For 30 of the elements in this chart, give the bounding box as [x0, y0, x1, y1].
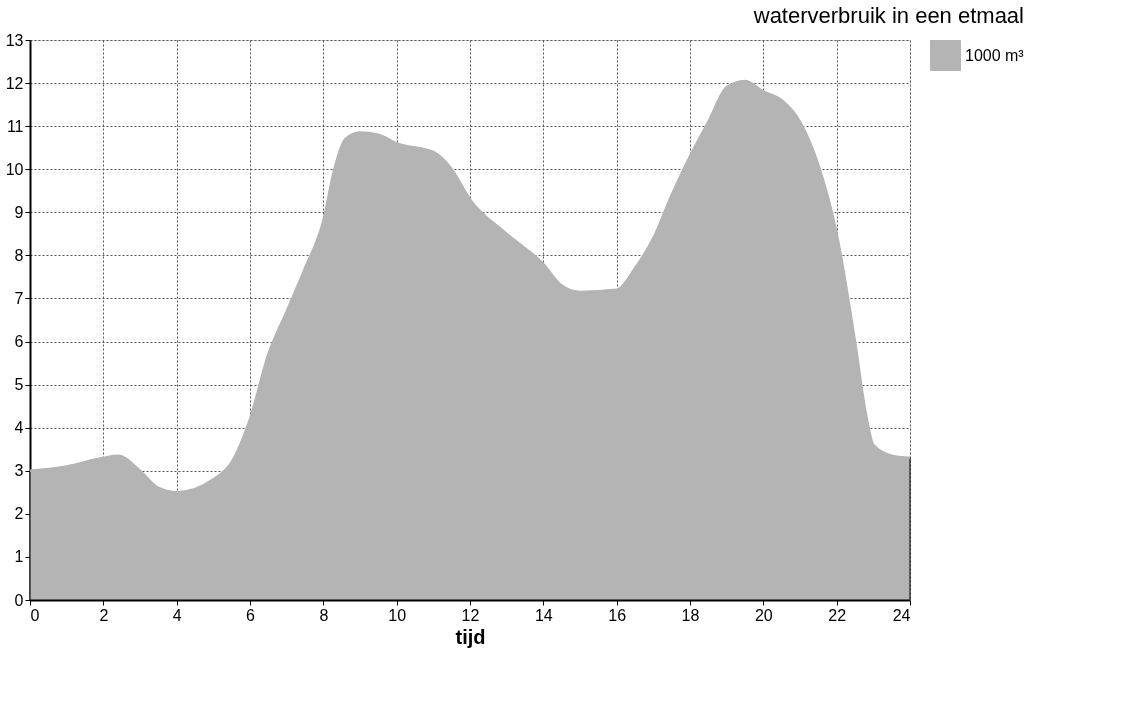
legend-label: 1000 m³: [965, 46, 1025, 64]
y-tick-label: 3: [14, 462, 24, 480]
x-tick-label: 12: [461, 606, 480, 624]
y-tick-label: 5: [14, 376, 24, 394]
y-tick-label: 1: [14, 548, 24, 566]
y-tick-label: 2: [14, 505, 24, 523]
y-tick-label: 13: [5, 31, 24, 49]
y-tick-label: 6: [14, 333, 24, 351]
x-axis-title: tijd: [455, 625, 486, 648]
x-tick-label: 6: [246, 606, 256, 624]
x-tick-label: 14: [534, 606, 553, 624]
y-tick-label: 9: [14, 203, 24, 221]
y-tick-label: 0: [14, 591, 24, 609]
y-tick-label: 4: [14, 419, 24, 437]
y-tick-label: 8: [14, 246, 24, 264]
x-tick-label: 18: [681, 606, 700, 624]
x-tick-label: 8: [319, 606, 329, 624]
x-tick-label: 16: [608, 606, 627, 624]
y-tick-label: 12: [5, 74, 24, 92]
y-tick-label: 7: [14, 289, 24, 307]
chart-title: waterverbruik in een etmaal: [752, 3, 1024, 28]
x-tick-label: 10: [388, 606, 407, 624]
x-tick-label: 22: [828, 606, 847, 624]
x-tick-label: 2: [99, 606, 109, 624]
x-tick-label: 20: [754, 606, 773, 624]
x-tick-label: 0: [30, 606, 40, 624]
x-tick-label: 24: [892, 606, 911, 624]
x-tick-label: 4: [172, 606, 182, 624]
y-tick-label: 10: [5, 160, 24, 178]
y-tick-label: 11: [6, 117, 24, 135]
